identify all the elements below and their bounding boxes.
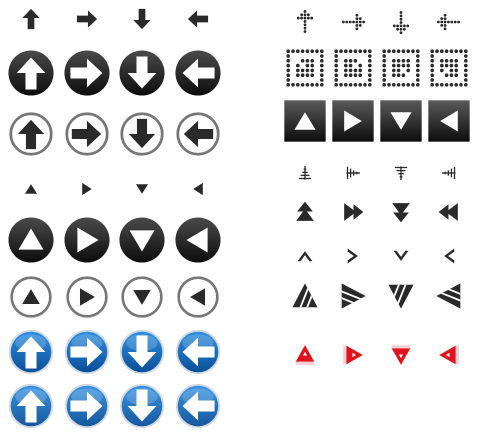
arrow-left-icon xyxy=(186,7,210,31)
circle-triangle-down-icon xyxy=(118,216,166,264)
outline-circle-triangle-up-icon xyxy=(9,275,53,319)
stacked-lines-up-icon xyxy=(294,162,316,184)
circle-triangle-right-icon xyxy=(63,216,111,264)
circle-triangle-left-icon xyxy=(174,216,222,264)
circle-arrow-down-icon xyxy=(118,49,166,97)
striped-triangle-left-icon xyxy=(434,281,464,311)
blue-circle-arrow-reflection-right-icon xyxy=(64,383,110,429)
dotted-square-down-icon xyxy=(381,48,421,88)
blue-circle-arrow-up-icon xyxy=(8,329,54,375)
stacked-lines-left-icon xyxy=(438,162,460,184)
circle-arrow-up-icon xyxy=(7,49,55,97)
dotted-square-right-icon xyxy=(333,48,373,88)
chevron-down-icon xyxy=(390,245,412,267)
striped-triangle-down-icon xyxy=(386,281,416,311)
circle-arrow-left-icon xyxy=(174,49,222,97)
dotted-arrow-up-icon xyxy=(291,8,319,36)
square-triangle-left-icon xyxy=(427,99,471,143)
outline-circle-arrow-up-icon xyxy=(8,111,54,157)
triangle-right-icon xyxy=(79,181,95,197)
dotted-square-up-icon xyxy=(285,48,325,88)
square-triangle-down-icon xyxy=(379,99,423,143)
outline-circle-triangle-right-icon xyxy=(65,275,109,319)
chevron-right-icon xyxy=(342,245,364,267)
outline-circle-arrow-down-icon xyxy=(119,111,165,157)
double-triangle-down-icon xyxy=(388,199,414,225)
blue-circle-arrow-right-icon xyxy=(64,329,110,375)
square-triangle-up-icon xyxy=(283,99,327,143)
blue-circle-arrow-left-icon xyxy=(175,329,221,375)
stacked-lines-right-icon xyxy=(342,162,364,184)
blue-circle-arrow-reflection-down-icon xyxy=(119,383,165,429)
red-triangle-down-icon xyxy=(388,342,414,368)
arrow-up-icon xyxy=(19,7,43,31)
triangle-left-icon xyxy=(190,181,206,197)
dotted-square-left-icon xyxy=(429,48,469,88)
circle-arrow-right-icon xyxy=(63,49,111,97)
blue-circle-arrow-down-icon xyxy=(119,329,165,375)
double-triangle-left-icon xyxy=(436,199,462,225)
stacked-lines-down-icon xyxy=(390,162,412,184)
red-triangle-left-icon xyxy=(436,342,462,368)
outline-circle-triangle-down-icon xyxy=(120,275,164,319)
square-triangle-right-icon xyxy=(331,99,375,143)
triangle-up-icon xyxy=(23,181,39,197)
chevron-left-icon xyxy=(438,245,460,267)
double-triangle-right-icon xyxy=(340,199,366,225)
outline-circle-arrow-left-icon xyxy=(175,111,221,157)
dotted-arrow-down-icon xyxy=(387,8,415,36)
chevron-up-icon xyxy=(294,245,316,267)
striped-triangle-right-icon xyxy=(338,281,368,311)
circle-triangle-up-icon xyxy=(7,216,55,264)
red-triangle-right-icon xyxy=(340,342,366,368)
outline-circle-arrow-right-icon xyxy=(64,111,110,157)
red-triangle-up-icon xyxy=(292,342,318,368)
double-triangle-up-icon xyxy=(292,199,318,225)
arrow-down-icon xyxy=(130,7,154,31)
arrow-right-icon xyxy=(75,7,99,31)
blue-circle-arrow-reflection-left-icon xyxy=(175,383,221,429)
triangle-down-icon xyxy=(134,181,150,197)
striped-triangle-up-icon xyxy=(290,281,320,311)
dotted-arrow-left-icon xyxy=(435,8,463,36)
dotted-arrow-right-icon xyxy=(339,8,367,36)
outline-circle-triangle-left-icon xyxy=(176,275,220,319)
blue-circle-arrow-reflection-up-icon xyxy=(8,383,54,429)
